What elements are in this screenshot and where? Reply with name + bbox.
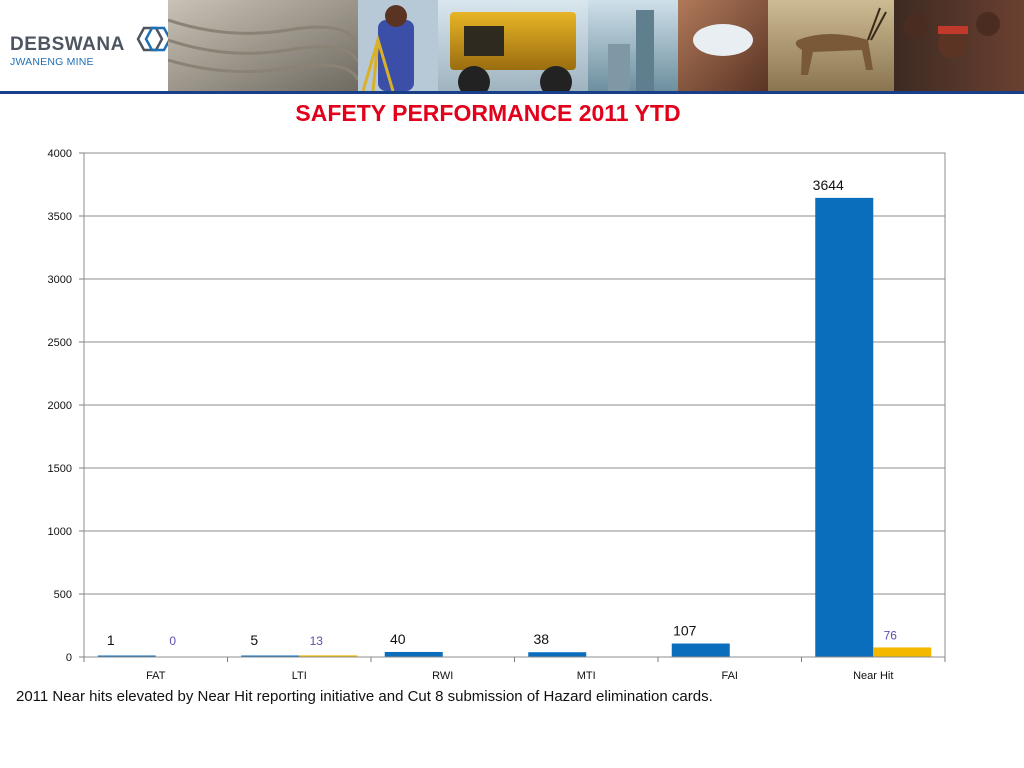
data-labels: 1 5 40 38 107 3644 0 13 76 [107, 177, 897, 648]
y-tick-label: 1000 [48, 526, 72, 538]
child-cap [938, 26, 968, 34]
y-tick-label: 0 [66, 652, 72, 664]
header-banner: DEBSWANA JWANENG MINE [0, 0, 1024, 96]
data-label: 13 [310, 634, 324, 648]
city-photo [588, 0, 678, 91]
x-tick-label: RWI [432, 670, 453, 682]
truck-wheel-left [458, 66, 490, 91]
header-photo-collage [168, 0, 1024, 91]
chart-footnote: 2011 Near hits elevated by Near Hit repo… [16, 688, 713, 705]
antelope-horns [867, 7, 887, 41]
data-label: 76 [884, 628, 898, 642]
slide-title: SAFETY PERFORMANCE 2011 YTD [295, 100, 681, 126]
y-tick-label: 4000 [48, 148, 72, 160]
header-divider [0, 91, 1024, 94]
data-label: 1 [107, 632, 115, 648]
bar-rwi-series-1 [384, 651, 443, 657]
y-tick-label: 3500 [48, 211, 72, 223]
tripod [361, 34, 395, 91]
company-logo: DEBSWANA JWANENG MINE [8, 22, 172, 72]
child-face-3 [976, 12, 1000, 36]
data-label: 0 [169, 634, 176, 648]
bar-near-hit-series-2 [873, 647, 932, 657]
bar-lti-series-2 [299, 655, 358, 657]
child-face-2 [938, 30, 966, 58]
y-tick-label: 3000 [48, 274, 72, 286]
logo-name: DEBSWANA [10, 34, 125, 55]
diamond-logo-icon [136, 26, 172, 52]
safety-bar-chart: 0 500 1000 1500 2000 2500 3000 3500 4000 FAT LTI RW… [48, 148, 946, 682]
y-tick-label: 1500 [48, 463, 72, 475]
logo-subtitle: JWANENG MINE [10, 56, 94, 68]
data-label: 40 [390, 631, 406, 647]
x-tick-label: FAT [146, 670, 166, 682]
y-tick-label: 2500 [48, 337, 72, 349]
y-tick-label: 500 [54, 589, 72, 601]
data-label: 5 [250, 632, 258, 648]
data-label: 107 [673, 623, 697, 639]
child-face-1 [904, 14, 928, 38]
bar-near-hit-series-1 [815, 197, 874, 657]
truck-grille [464, 26, 504, 56]
y-tick-label: 2000 [48, 400, 72, 412]
truck-wheel-right [540, 66, 572, 91]
bar-lti-series-1 [241, 655, 300, 657]
x-tick-label: LTI [292, 670, 307, 682]
data-label: 3644 [813, 177, 844, 193]
bar-fat-series-1 [97, 655, 156, 657]
x-tick-label: MTI [577, 670, 596, 682]
bars [97, 197, 932, 657]
city-tower [636, 10, 654, 91]
diamond-pile [693, 24, 753, 56]
axes: 0 500 1000 1500 2000 2500 3000 3500 4000 FAT LTI RW… [48, 148, 946, 682]
bar-fai-series-1 [671, 643, 730, 657]
mine-pit-photo [168, 0, 358, 91]
data-label: 38 [533, 631, 549, 647]
bar-mti-series-1 [528, 652, 587, 657]
antelope-silhouette [795, 34, 873, 75]
mine-terraces [168, 18, 360, 81]
city-block [608, 44, 630, 91]
x-tick-label: FAI [721, 670, 738, 682]
surveyor-head [385, 5, 407, 27]
x-tick-label: Near Hit [853, 670, 893, 682]
